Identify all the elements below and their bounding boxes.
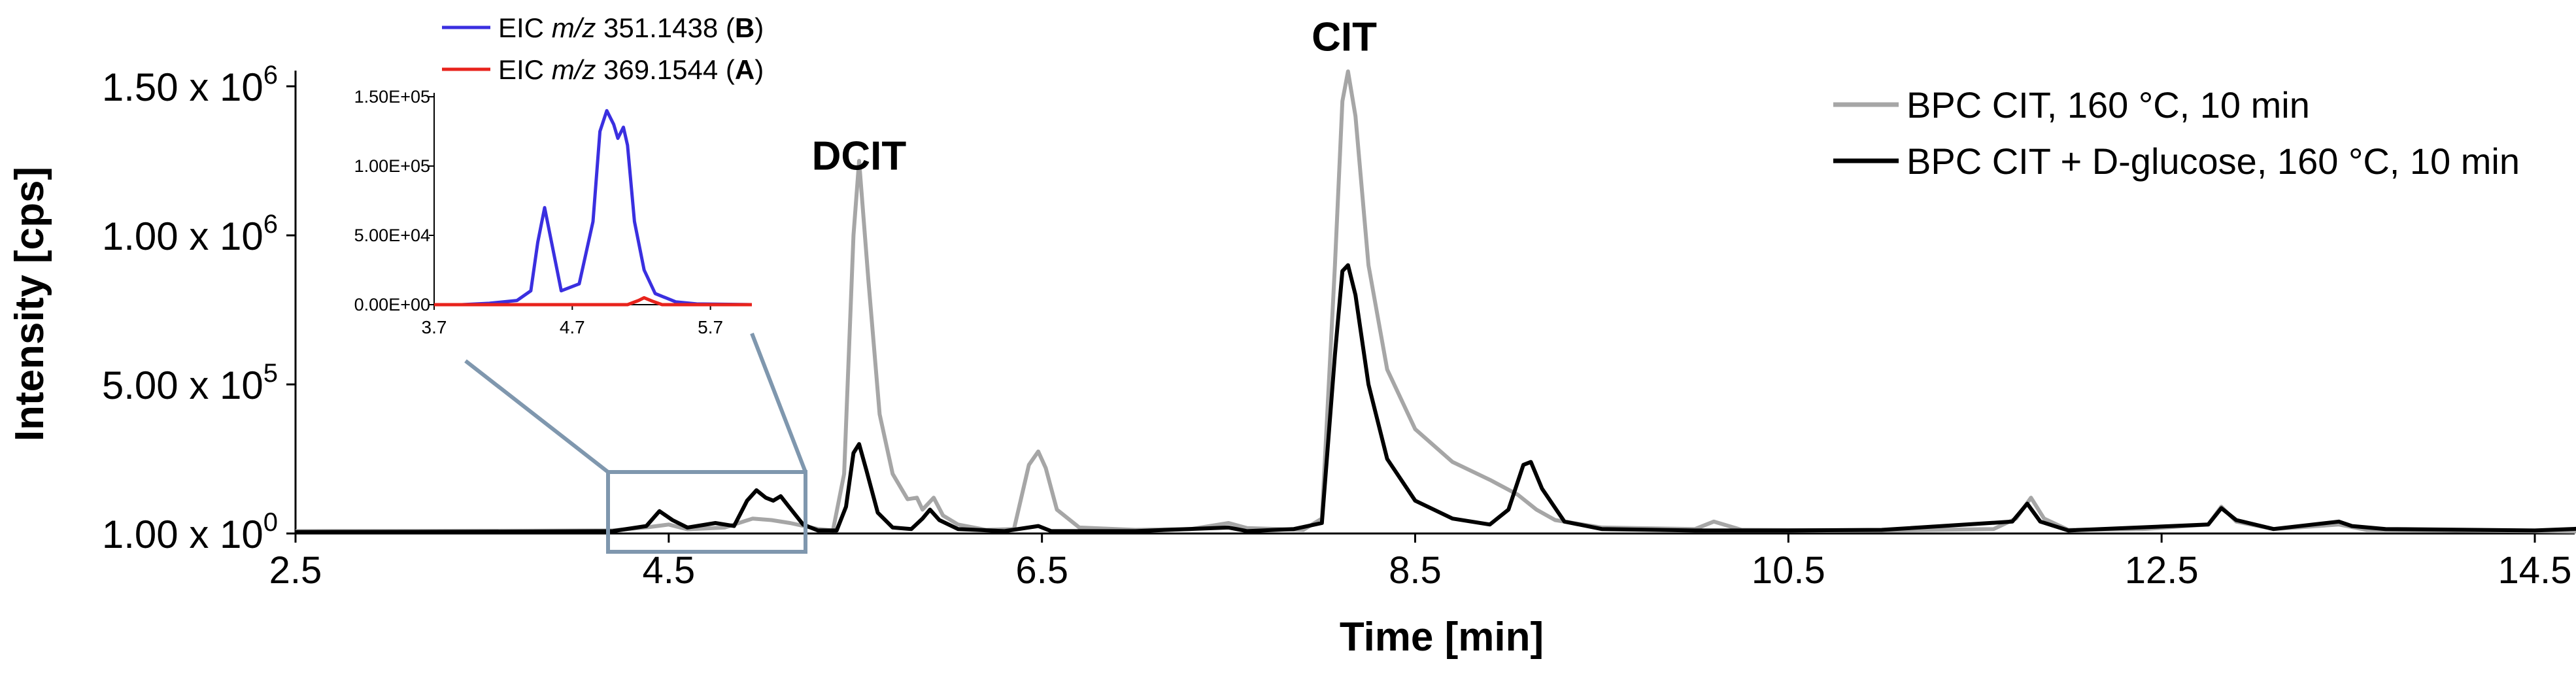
zoom-connector-group <box>464 332 807 554</box>
inset-x-tick-label: 3.7 <box>422 317 447 337</box>
y-axis-title: Intensity [cps] <box>7 167 52 441</box>
inset-legend-label: EIC m/z 351.1438 (B) <box>498 12 764 43</box>
inset-y-tick-label: 1.50E+05 <box>354 87 430 107</box>
series-line-bpc-cit <box>295 69 2576 534</box>
peak-label: DCIT <box>812 134 907 179</box>
y-tick-mantissa: 1.00 x 10 <box>102 513 263 556</box>
y-tick-label: 1.00 x 106 <box>102 210 278 258</box>
y-tick-label: 1.50 x 106 <box>102 61 278 109</box>
x-tick-label: 2.5 <box>269 549 322 592</box>
y-tick-mantissa: 1.00 x 10 <box>102 214 263 258</box>
x-tick-label: 6.5 <box>1015 549 1068 592</box>
main-series-group <box>295 69 2576 534</box>
inset-legend-compound: A <box>735 54 754 85</box>
inset-legend: EIC m/z 351.1438 (B)EIC m/z 369.1544 (A) <box>442 12 764 85</box>
inset-series-line-351 <box>434 109 753 307</box>
x-tick-label: 4.5 <box>643 549 696 592</box>
y-tick-mantissa: 5.00 x 10 <box>102 363 263 407</box>
legend-label: BPC CIT + D-glucose, 160 °C, 10 min <box>1907 141 2520 182</box>
inset-x-tick-label: 4.7 <box>560 317 585 337</box>
inset-y-tick-label: 5.00E+04 <box>354 226 430 245</box>
inset-legend-compound: B <box>735 12 754 43</box>
inset-legend-mass: 369.1544 ( <box>596 54 735 85</box>
inset-legend-mz: m/z <box>552 12 596 43</box>
inset-legend-mz: m/z <box>552 54 596 85</box>
peak-label: CIT <box>1312 14 1377 59</box>
y-tick-exponent: 6 <box>263 61 278 90</box>
x-axis-title: Time [min] <box>1340 615 1544 660</box>
legend-label: BPC CIT, 160 °C, 10 min <box>1907 84 2310 126</box>
inset-legend-mass: 351.1438 ( <box>596 12 735 43</box>
main-legend: BPC CIT, 160 °C, 10 min BPC CIT + D-gluco… <box>1833 84 2520 182</box>
x-tick-label: 8.5 <box>1389 549 1442 592</box>
zoom-connector-left <box>464 359 609 474</box>
inset-x-tick-label: 5.7 <box>698 317 723 337</box>
zoom-box <box>606 470 807 554</box>
inset-legend-prefix: EIC <box>498 12 552 43</box>
y-tick-label: 1.00 x 100 <box>102 508 278 556</box>
inset-legend-prefix: EIC <box>498 54 552 85</box>
inset-legend-label: EIC m/z 369.1544 (A) <box>498 54 764 85</box>
zoom-connector-right <box>750 332 807 473</box>
y-tick-exponent: 0 <box>263 508 278 537</box>
inset-y-tick-label: 0.00E+00 <box>354 295 430 314</box>
inset-legend-suffix: ) <box>754 54 764 85</box>
x-tick-label: 12.5 <box>2125 549 2199 592</box>
x-tick-label: 14.5 <box>2498 549 2572 592</box>
y-tick-exponent: 6 <box>263 210 278 239</box>
inset-y-tick-label: 1.00E+05 <box>354 156 430 176</box>
inset-chart: 0.00E+00 5.00E+04 1.00E+05 1.50E+05 3.7 4.7 5.… <box>354 87 753 337</box>
y-tick-exponent: 5 <box>263 359 278 388</box>
inset-series-line-369 <box>434 296 752 307</box>
peak-annotations: CIT DCIT <box>812 14 1377 178</box>
x-tick-label: 10.5 <box>1752 549 1825 592</box>
inset-legend-suffix: ) <box>754 12 764 43</box>
series-line-bpc-cit-glucose <box>295 263 2576 534</box>
y-tick-label: 5.00 x 105 <box>102 359 278 407</box>
y-tick-mantissa: 1.50 x 10 <box>102 65 263 109</box>
